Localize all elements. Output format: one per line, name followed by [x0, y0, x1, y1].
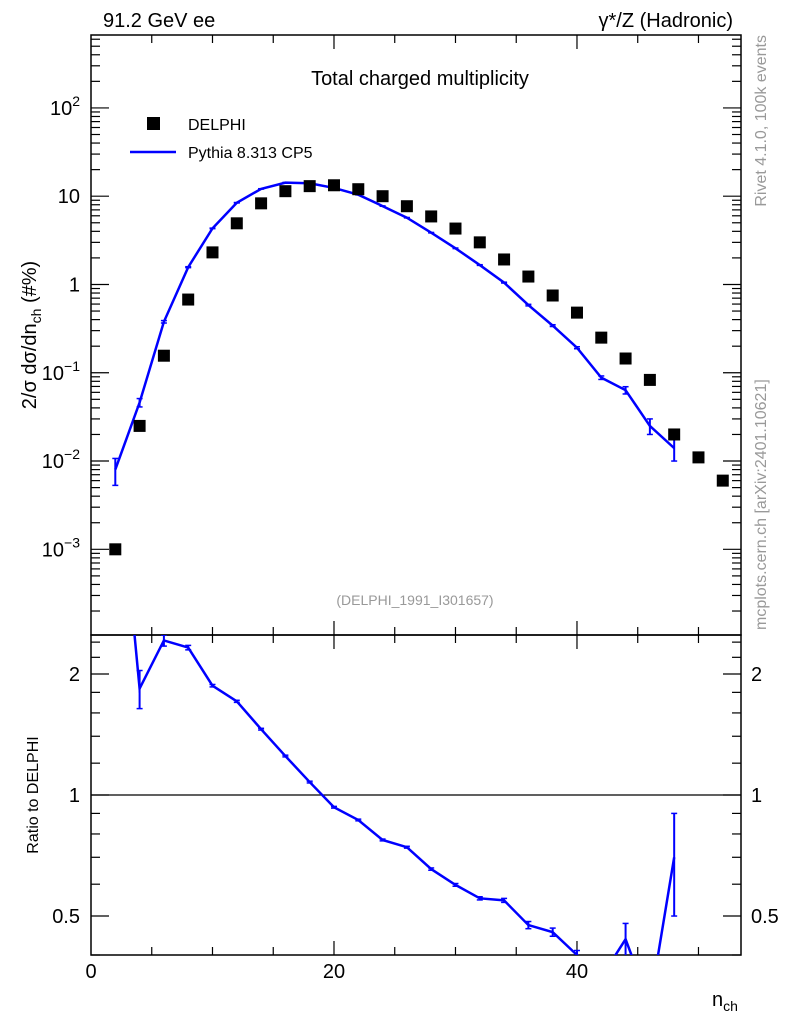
- y-tick-label: 10−3: [42, 534, 80, 561]
- x-tick-label: 20: [323, 961, 345, 983]
- header-right: γ*/Z (Hadronic): [599, 10, 733, 32]
- y-tick-label: 102: [50, 93, 80, 120]
- y-tick-label: 10: [58, 186, 80, 208]
- delphi-point: [522, 270, 535, 283]
- mcplots-label: mcplots.cern.ch [arXiv:2401.10621]: [753, 379, 770, 630]
- delphi-point: [352, 183, 365, 196]
- legend: DELPHI Pythia 8.313 CP5: [130, 117, 313, 162]
- y-axis-label: 2/σ dσ/dnch (#%): [19, 261, 44, 409]
- analysis-id: (DELPHI_1991_I301657): [336, 592, 493, 608]
- header-left: 91.2 GeV ee: [103, 10, 215, 32]
- delphi-point: [570, 306, 583, 319]
- pythia-line: [114, 181, 676, 471]
- delphi-point: [692, 451, 705, 464]
- ratio-tick-label-left: 1: [69, 785, 80, 807]
- ratio-tick-label-right: 1: [751, 785, 762, 807]
- legend-marker-delphi: [147, 117, 160, 130]
- delphi-point: [279, 185, 292, 198]
- delphi-point: [182, 293, 195, 306]
- delphi-point: [376, 190, 389, 203]
- delphi-point: [473, 236, 486, 249]
- delphi-point: [595, 331, 608, 344]
- legend-label-delphi: DELPHI: [188, 117, 246, 134]
- delphi-point: [498, 253, 511, 266]
- delphi-point: [546, 289, 559, 302]
- delphi-point: [400, 200, 413, 213]
- x-tick-label: 40: [566, 961, 588, 983]
- delphi-point: [157, 349, 170, 362]
- delphi-point: [255, 197, 268, 210]
- delphi-point: [449, 222, 462, 235]
- x-axis-label: nch: [712, 989, 738, 1014]
- ratio-line: [133, 635, 676, 955]
- delphi-point: [230, 217, 243, 230]
- delphi-point: [425, 210, 438, 223]
- delphi-point: [619, 352, 632, 365]
- ratio-y-axis-label: Ratio to DELPHI: [25, 736, 42, 853]
- legend-label-pythia: Pythia 8.313 CP5: [188, 145, 313, 162]
- ratio-tick-label-left: 2: [69, 664, 80, 686]
- y-tick-label: 10−1: [42, 358, 80, 385]
- delphi-point: [327, 179, 340, 192]
- delphi-point: [109, 543, 122, 556]
- chart-title: Total charged multiplicity: [311, 68, 529, 90]
- delphi-point: [668, 428, 681, 441]
- main-plot-area: [109, 179, 729, 556]
- ratio-plot-area: [133, 635, 678, 955]
- delphi-point: [303, 180, 316, 193]
- ratio-tick-label-left: 0.5: [52, 906, 80, 928]
- ratio-tick-label-right: 0.5: [751, 906, 779, 928]
- y-tick-label: 10−2: [42, 446, 80, 473]
- delphi-point: [643, 373, 656, 386]
- delphi-point: [716, 474, 729, 487]
- x-tick-label: 0: [85, 961, 96, 983]
- y-tick-label: 1: [69, 274, 80, 296]
- ratio-tick-label-right: 2: [751, 664, 762, 686]
- delphi-point: [206, 246, 219, 259]
- rivet-label: Rivet 4.1.0, 100k events: [753, 35, 770, 207]
- delphi-point: [133, 419, 146, 432]
